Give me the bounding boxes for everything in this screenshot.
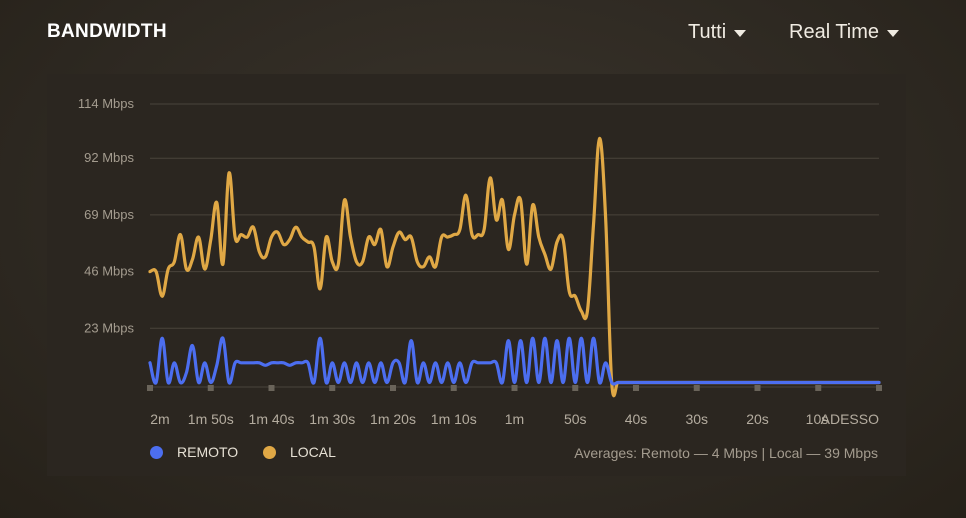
- x-axis-tick-label: ADESSO: [821, 411, 879, 427]
- page-title: BANDWIDTH: [47, 21, 167, 42]
- chevron-down-icon: [734, 30, 747, 37]
- x-axis-tick-label: 30s: [685, 411, 708, 427]
- filter-dropdown-label: Tutti: [688, 21, 727, 43]
- y-axis-tick-label: 92 Mbps: [84, 150, 134, 165]
- remote-legend-label: REMOTO: [177, 444, 239, 460]
- x-axis-tick-mark: [207, 385, 214, 391]
- x-axis-tick-label: 40s: [625, 411, 648, 427]
- x-axis-tick-mark: [876, 385, 882, 391]
- x-axis-tick-mark: [268, 385, 275, 391]
- chevron-down-icon: [887, 30, 900, 37]
- legend-item-remote[interactable]: REMOTO: [150, 444, 238, 460]
- x-axis-tick-label: 10s: [806, 411, 829, 427]
- time-range-dropdown[interactable]: Real Time: [789, 21, 900, 44]
- x-axis-tick-label: 2m: [150, 411, 169, 427]
- local-legend-marker: [263, 445, 276, 459]
- x-axis-tick-label: 50s: [564, 411, 587, 427]
- time-range-dropdown-label: Real Time: [789, 21, 880, 43]
- y-axis-tick-label: 46 Mbps: [84, 264, 134, 279]
- x-axis-tick-mark: [572, 385, 579, 391]
- x-axis-tick-mark: [329, 385, 336, 391]
- x-axis-tick-mark: [815, 385, 822, 391]
- averages-text: Averages: Remoto — 4 Mbps | Local — 39 M…: [574, 445, 878, 461]
- x-axis-tick-mark: [390, 385, 396, 391]
- x-axis-tick-label: 1m 50s: [188, 411, 234, 427]
- x-axis-tick-mark: [450, 385, 457, 391]
- chart-panel: [47, 74, 906, 476]
- y-axis-tick-label: 23 Mbps: [84, 320, 134, 335]
- x-axis-tick-label: 1m 20s: [370, 411, 416, 427]
- remote-legend-marker: [150, 445, 163, 459]
- x-axis-tick-label: 1m 40s: [249, 411, 295, 427]
- legend-item-local[interactable]: LOCAL: [263, 444, 336, 460]
- x-axis-tick-mark: [633, 385, 639, 391]
- y-axis-tick-label: 114 Mbps: [78, 96, 135, 111]
- x-axis-tick-mark: [693, 385, 700, 391]
- x-axis-tick-label: 1m 30s: [309, 411, 355, 427]
- y-axis-tick-label: 69 Mbps: [84, 207, 134, 222]
- x-axis-tick-label: 20s: [746, 411, 769, 427]
- x-axis-tick-mark: [147, 385, 153, 391]
- x-axis-tick-label: 1m: [505, 411, 524, 427]
- x-axis-tick-mark: [754, 385, 761, 391]
- x-axis-tick-label: 1m 10s: [431, 411, 477, 427]
- remote-series-line: [148, 336, 881, 386]
- local-series-line: [148, 136, 881, 398]
- x-axis-tick-mark: [511, 385, 518, 391]
- filter-dropdown[interactable]: Tutti: [688, 21, 747, 44]
- local-legend-label: LOCAL: [290, 444, 336, 460]
